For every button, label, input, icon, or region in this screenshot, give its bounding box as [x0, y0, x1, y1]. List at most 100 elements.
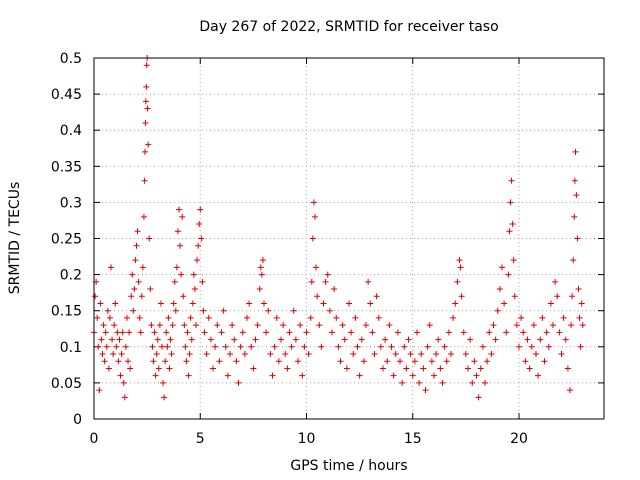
- data-point: [145, 141, 152, 148]
- data-point: [282, 351, 289, 358]
- data-point: [569, 293, 576, 300]
- data-point: [263, 329, 270, 336]
- data-point: [382, 336, 389, 343]
- data-point: [530, 322, 537, 329]
- tick-labels: 0 0.05 0.1 0.15 0.2 0.25 0.3 0.35 0.4 0.45 0.5 0 5 10…: [51, 51, 528, 447]
- data-point: [258, 271, 265, 278]
- data-point: [543, 329, 550, 336]
- data-point: [257, 264, 264, 271]
- data-point: [111, 322, 118, 329]
- data-point: [141, 177, 148, 184]
- data-point: [488, 351, 495, 358]
- data-point: [505, 271, 512, 278]
- data-point: [142, 98, 149, 105]
- data-point: [131, 286, 138, 293]
- data-point: [155, 365, 162, 372]
- data-point: [159, 343, 165, 350]
- data-point: [571, 177, 578, 184]
- data-points: [91, 55, 586, 401]
- data-point: [533, 351, 539, 358]
- data-point: [167, 336, 174, 343]
- data-point: [482, 379, 488, 386]
- data-point: [431, 372, 437, 379]
- data-point: [231, 336, 238, 343]
- data-point: [509, 221, 516, 228]
- data-point: [119, 329, 126, 336]
- data-point: [401, 343, 408, 350]
- data-point: [307, 314, 314, 321]
- data-point: [97, 300, 104, 307]
- data-point: [292, 336, 299, 343]
- data-point: [182, 343, 189, 350]
- data-point: [169, 322, 176, 329]
- data-point: [185, 372, 192, 379]
- data-point: [139, 264, 146, 271]
- data-point: [284, 365, 291, 372]
- data-point: [227, 351, 233, 358]
- data-point: [134, 228, 141, 235]
- data-point: [339, 322, 346, 329]
- data-point: [445, 329, 452, 336]
- data-point: [100, 322, 107, 329]
- data-point: [115, 358, 122, 365]
- data-point: [110, 351, 117, 358]
- data-point: [420, 365, 427, 372]
- data-point: [503, 329, 510, 336]
- data-point: [399, 379, 406, 386]
- data-point: [205, 314, 212, 321]
- y-axis-title: SRMTID / TECUs: [7, 182, 23, 295]
- data-point: [99, 351, 106, 358]
- data-point: [180, 293, 187, 300]
- data-point: [114, 329, 121, 336]
- data-point: [550, 322, 556, 329]
- data-point: [102, 329, 109, 336]
- data-point: [443, 358, 450, 365]
- data-point: [386, 322, 393, 329]
- data-point: [177, 242, 184, 249]
- data-point: [568, 322, 575, 329]
- data-point: [579, 322, 586, 329]
- data-point: [465, 365, 471, 372]
- data-point: [275, 358, 282, 365]
- data-point: [106, 314, 113, 321]
- data-point: [314, 293, 321, 300]
- data-point: [380, 365, 386, 372]
- data-point: [212, 343, 219, 350]
- data-point: [179, 213, 186, 220]
- data-point: [269, 372, 276, 379]
- data-point: [501, 300, 508, 307]
- data-point: [547, 300, 554, 307]
- data-point: [496, 286, 503, 293]
- data-point: [475, 394, 482, 401]
- data-point: [479, 343, 486, 350]
- data-point: [132, 257, 139, 264]
- data-point: [439, 379, 446, 386]
- data-point: [153, 351, 160, 358]
- data-point: [135, 278, 142, 285]
- data-point: [516, 343, 522, 350]
- data-point: [572, 148, 579, 155]
- data-point: [373, 293, 380, 300]
- data-point: [224, 372, 231, 379]
- data-point: [143, 62, 150, 69]
- data-point: [235, 379, 242, 386]
- data-point: [320, 300, 327, 307]
- data-point: [570, 257, 577, 264]
- data-point: [520, 329, 527, 336]
- data-point: [384, 358, 391, 365]
- data-point: [197, 206, 204, 213]
- data-point: [394, 329, 401, 336]
- data-point: [545, 343, 552, 350]
- data-point: [133, 242, 140, 249]
- data-point: [98, 336, 105, 343]
- data-point: [154, 336, 161, 343]
- data-point: [462, 351, 469, 358]
- data-point: [196, 221, 203, 228]
- data-point: [103, 343, 110, 350]
- data-point: [331, 286, 338, 293]
- data-point: [259, 257, 266, 264]
- data-point: [252, 336, 259, 343]
- data-point: [147, 286, 154, 293]
- data-point: [367, 300, 374, 307]
- data-point: [207, 336, 214, 343]
